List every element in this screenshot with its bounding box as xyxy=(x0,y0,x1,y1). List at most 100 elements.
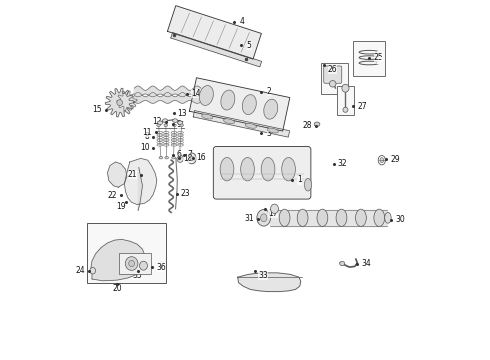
Ellipse shape xyxy=(177,156,181,159)
Text: 5: 5 xyxy=(247,40,252,49)
Text: 35: 35 xyxy=(133,271,143,280)
Bar xyxy=(353,41,386,76)
Polygon shape xyxy=(168,6,261,59)
Text: 29: 29 xyxy=(391,154,400,163)
Ellipse shape xyxy=(129,260,134,267)
Text: 8: 8 xyxy=(145,132,149,141)
Text: 21: 21 xyxy=(127,170,137,179)
Ellipse shape xyxy=(264,99,278,119)
Polygon shape xyxy=(105,88,134,117)
Text: 4: 4 xyxy=(240,17,245,26)
Ellipse shape xyxy=(125,257,138,270)
Text: 6: 6 xyxy=(176,150,181,159)
Text: 13: 13 xyxy=(177,109,187,118)
Polygon shape xyxy=(193,111,290,137)
Text: 28: 28 xyxy=(303,121,312,130)
Polygon shape xyxy=(138,167,143,211)
Polygon shape xyxy=(190,78,290,131)
Ellipse shape xyxy=(177,155,183,162)
Ellipse shape xyxy=(163,119,168,122)
Ellipse shape xyxy=(172,119,178,122)
Ellipse shape xyxy=(385,212,391,223)
Ellipse shape xyxy=(343,107,348,112)
Ellipse shape xyxy=(336,209,347,226)
Ellipse shape xyxy=(180,124,183,126)
Text: 33: 33 xyxy=(258,271,268,280)
Ellipse shape xyxy=(267,128,278,133)
Ellipse shape xyxy=(270,204,278,213)
Bar xyxy=(337,86,354,115)
Ellipse shape xyxy=(178,121,183,125)
Ellipse shape xyxy=(340,261,345,266)
Text: 36: 36 xyxy=(156,263,166,272)
Ellipse shape xyxy=(164,124,168,126)
Polygon shape xyxy=(91,239,146,281)
Ellipse shape xyxy=(172,124,176,126)
Ellipse shape xyxy=(190,156,194,161)
Bar xyxy=(119,253,151,274)
Text: 23: 23 xyxy=(180,189,190,198)
Text: 30: 30 xyxy=(395,215,405,224)
Ellipse shape xyxy=(187,153,196,164)
Ellipse shape xyxy=(279,209,290,226)
Text: 17: 17 xyxy=(269,209,278,218)
Text: 2: 2 xyxy=(267,87,271,96)
Text: 1: 1 xyxy=(297,175,302,184)
Polygon shape xyxy=(238,273,301,292)
Text: 24: 24 xyxy=(76,266,86,275)
Text: 14: 14 xyxy=(191,89,200,98)
Ellipse shape xyxy=(329,81,336,87)
Ellipse shape xyxy=(356,209,367,226)
Bar xyxy=(320,63,347,94)
Ellipse shape xyxy=(282,158,295,181)
Ellipse shape xyxy=(245,123,257,128)
Ellipse shape xyxy=(304,178,312,191)
Ellipse shape xyxy=(261,158,275,181)
Ellipse shape xyxy=(374,209,385,226)
Polygon shape xyxy=(107,162,127,187)
Ellipse shape xyxy=(157,121,163,125)
Ellipse shape xyxy=(317,209,328,226)
Text: 15: 15 xyxy=(93,105,102,114)
Text: 3: 3 xyxy=(267,129,271,138)
Ellipse shape xyxy=(201,114,213,119)
Ellipse shape xyxy=(157,124,160,126)
Ellipse shape xyxy=(314,122,320,126)
Polygon shape xyxy=(117,91,137,111)
Text: 19: 19 xyxy=(117,202,126,211)
Text: 25: 25 xyxy=(373,53,383,62)
Polygon shape xyxy=(124,158,157,204)
Text: 31: 31 xyxy=(245,214,254,223)
Text: 22: 22 xyxy=(108,191,117,199)
Text: 11: 11 xyxy=(143,128,152,136)
Ellipse shape xyxy=(159,156,163,159)
Text: 34: 34 xyxy=(362,259,371,268)
Ellipse shape xyxy=(257,210,270,226)
FancyBboxPatch shape xyxy=(213,147,311,199)
Text: 32: 32 xyxy=(338,159,347,168)
Text: 16: 16 xyxy=(196,153,206,162)
Ellipse shape xyxy=(140,261,147,270)
Bar xyxy=(87,223,166,283)
Polygon shape xyxy=(171,32,262,67)
Ellipse shape xyxy=(297,209,308,226)
Ellipse shape xyxy=(90,267,96,274)
Ellipse shape xyxy=(380,158,384,163)
Ellipse shape xyxy=(220,158,234,181)
Ellipse shape xyxy=(221,90,235,110)
FancyBboxPatch shape xyxy=(324,66,342,83)
Ellipse shape xyxy=(117,100,122,105)
Text: 7: 7 xyxy=(187,150,192,159)
Ellipse shape xyxy=(199,86,213,105)
Ellipse shape xyxy=(342,84,349,92)
Ellipse shape xyxy=(165,156,169,159)
Text: 12: 12 xyxy=(153,117,162,126)
Polygon shape xyxy=(134,93,201,103)
Text: 9: 9 xyxy=(176,120,181,129)
Text: 26: 26 xyxy=(328,65,338,74)
Ellipse shape xyxy=(242,95,256,114)
Ellipse shape xyxy=(223,119,235,123)
Polygon shape xyxy=(134,86,201,97)
Ellipse shape xyxy=(172,156,175,159)
Ellipse shape xyxy=(261,214,267,222)
